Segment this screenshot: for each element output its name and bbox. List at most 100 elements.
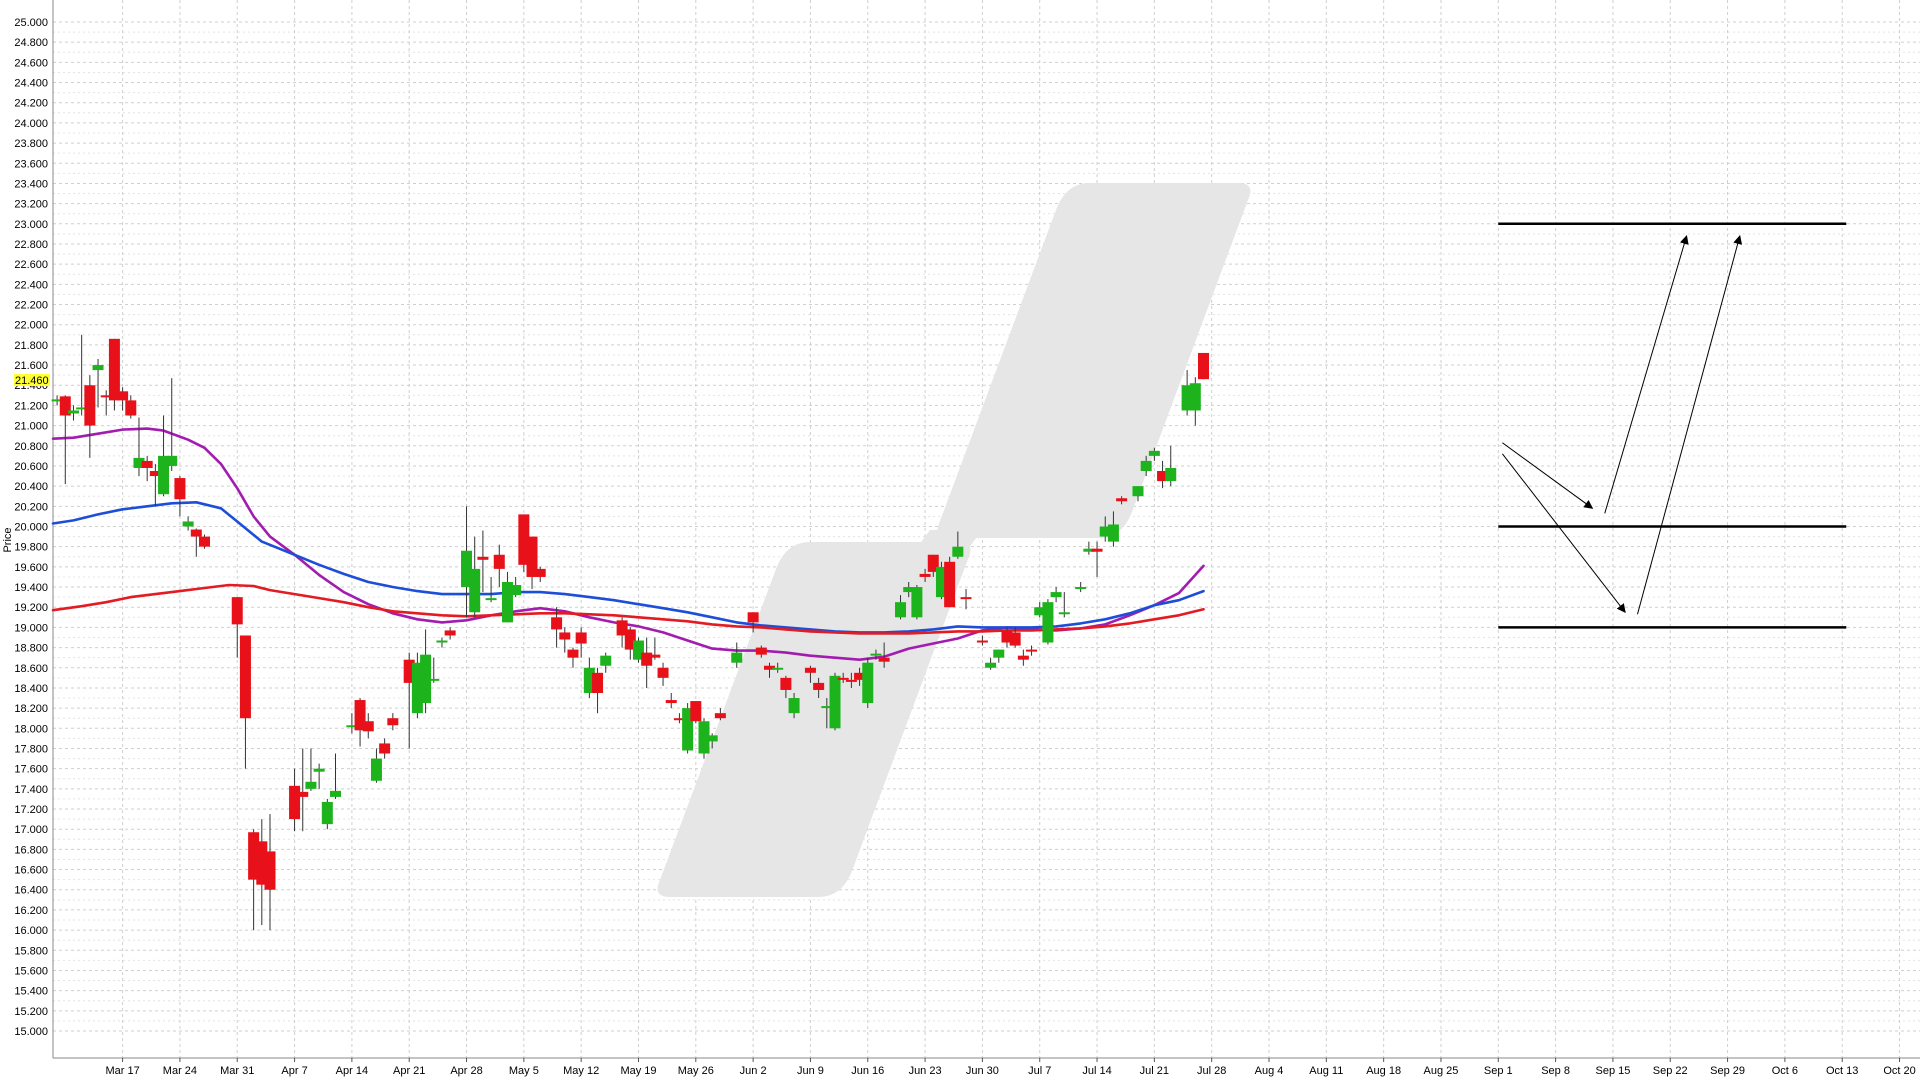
candle-up [346,713,358,734]
x-tick-label: Mar 31 [220,1065,254,1077]
y-tick-label: 15.600 [14,965,48,977]
candle-body [330,790,342,797]
candle-up [903,581,915,598]
candle-up [985,657,997,670]
moving-average-mid-line [51,500,1205,634]
candle-up [1034,602,1046,618]
candle-body [305,781,317,789]
y-tick-label: 17.800 [14,743,48,755]
candle-up [1148,447,1160,461]
candle-body [436,640,448,643]
candle-up [1165,445,1177,487]
trend-arrow [1501,453,1626,613]
candle-body [1197,352,1209,380]
trend-arrow [1637,235,1743,615]
candle-up [1075,581,1087,593]
candle-body [264,851,276,890]
x-tick-label: Apr 21 [393,1065,425,1077]
candle-body [870,653,882,656]
candle-down [690,701,702,724]
candle-up [313,763,325,789]
candle-up [1042,599,1054,645]
candle-body [510,585,522,596]
candle-body [469,568,481,613]
y-axis-title: Price [2,527,14,552]
candle-body [641,652,653,666]
candle-up [935,561,947,600]
candle-body [239,635,251,719]
candle-up [731,642,743,668]
last-price-label: 21.460 [15,375,49,387]
x-axis-ticks: Mar 17 Mar 24 Mar 31 Apr 7 Apr 14 Apr 21 Apr 2… [105,1058,1916,1077]
candle-body [985,662,997,668]
candle-body [698,721,710,754]
candle-body [231,597,243,625]
candle-body [501,581,513,623]
candle-up [330,753,342,799]
candle-body [67,410,79,414]
candle-down [289,768,301,832]
candle-down [59,395,71,485]
x-tick-label: Oct 13 [1826,1065,1858,1077]
candle-up [428,657,440,683]
candle-down [878,642,890,668]
candle-body [1058,612,1070,615]
candle-down [1017,649,1029,666]
y-axis-ticks: 25.000 24.800 24.600 24.400 24.200 24.000 23.8… [14,17,48,1038]
y-tick-label: 23.800 [14,138,48,150]
candle-body [935,566,947,598]
x-tick-label: Sep 15 [1595,1065,1630,1077]
y-tick-label: 19.800 [14,542,48,554]
candle-body [92,365,104,371]
candle-down [526,536,538,590]
y-tick-label: 21.000 [14,421,48,433]
candle-down [1116,496,1128,505]
candle-body [682,708,694,751]
candle-body [976,640,988,643]
candle-body [403,659,415,683]
candle-down [354,698,366,747]
candle-body [190,529,202,537]
candle-down [264,814,276,931]
candle-up [133,417,145,477]
candle-down [641,637,653,688]
candle-body [583,667,595,693]
x-tick-label: Jul 21 [1140,1065,1169,1077]
candle-body [534,568,546,577]
candle-body [1050,592,1062,598]
candle-up [788,692,800,719]
candle-body [1116,498,1128,502]
candle-down [1009,627,1021,648]
candle-down [477,530,489,593]
y-tick-label: 18.000 [14,723,48,735]
candle-body [1107,524,1119,542]
candle-body [559,632,571,640]
moving-average-lines [51,427,1205,662]
candle-body [256,841,268,885]
candle-down [804,665,816,683]
candle-up [706,733,718,749]
candle-body [772,667,784,670]
candle-body [878,657,890,662]
candle-body [354,700,366,731]
y-tick-label: 16.400 [14,885,48,897]
candle-down [764,662,776,678]
candle-body [1181,385,1193,411]
x-tick-label: Jun 16 [851,1065,884,1077]
candle-body [420,654,432,704]
candle-body [493,554,505,569]
candle-body [862,662,874,704]
candle-up [895,595,907,620]
x-tick-label: Aug 4 [1255,1065,1284,1077]
candle-down [845,672,857,688]
y-tick-label: 19.600 [14,562,48,574]
last-price-highlight [14,374,50,386]
x-tick-label: Aug 25 [1424,1065,1459,1077]
y-tick-label: 22.600 [14,259,48,271]
x-tick-label: Sep 1 [1484,1065,1513,1077]
y-tick-label: 20.000 [14,522,48,534]
candle-body [461,550,473,588]
candle-body [1091,548,1103,552]
y-tick-label: 18.600 [14,663,48,675]
